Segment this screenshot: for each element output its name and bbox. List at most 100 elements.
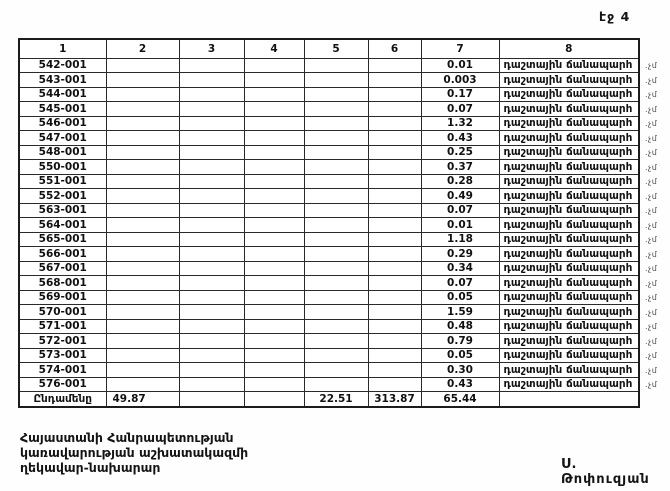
- margin-note: .չմ: [645, 322, 658, 331]
- empty-cell: [243, 144, 305, 160]
- column-header: 5: [303, 38, 369, 59]
- empty-cell: [105, 217, 180, 233]
- margin-note: .չմ: [645, 264, 658, 273]
- empty-cell: [303, 159, 369, 175]
- empty-cell: [105, 362, 180, 378]
- empty-cell: [178, 289, 245, 305]
- parcel-id-cell: 574-001: [18, 362, 107, 378]
- margin-note: .չմ: [645, 61, 658, 70]
- parcel-id-cell: 569-001: [18, 289, 107, 305]
- empty-cell: [105, 231, 180, 247]
- empty-cell: [105, 376, 180, 392]
- land-use-cell: դաշտային ճանապարհ: [498, 130, 640, 146]
- empty-cell: [303, 188, 369, 204]
- column-header: 4: [243, 38, 305, 59]
- empty-cell: [178, 376, 245, 392]
- table-row: 576-001 0.43 դաշտային ճանապարհ: [18, 376, 640, 392]
- empty-cell: [367, 115, 422, 131]
- empty-cell: [243, 362, 305, 378]
- empty-cell: [303, 260, 369, 276]
- empty-cell: [303, 289, 369, 305]
- land-use-cell: դաշտային ճանապարհ: [498, 159, 640, 175]
- margin-note: .չմ: [645, 75, 658, 85]
- empty-cell: [178, 159, 245, 175]
- empty-cell: [303, 72, 369, 88]
- total-value-cell: 49.87: [105, 391, 180, 407]
- parcel-id-cell: 564-001: [18, 217, 107, 233]
- empty-cell: [243, 130, 305, 146]
- parcel-id-cell: 567-001: [18, 260, 107, 276]
- margin-note: .չմ: [645, 148, 658, 157]
- table-row: 572-001 0.79 դաշտային ճանապարհ: [18, 333, 640, 349]
- empty-cell: [243, 304, 305, 320]
- empty-cell: [178, 115, 245, 131]
- empty-cell: [178, 72, 245, 88]
- area-value-cell: 1.59: [420, 304, 500, 320]
- empty-cell: [303, 86, 369, 102]
- empty-cell: [178, 275, 245, 291]
- land-use-cell: դաշտային ճանապարհ: [498, 304, 640, 320]
- empty-cell: [243, 159, 305, 175]
- margin-note: .չմ: [645, 278, 658, 288]
- total-value-cell: [243, 391, 305, 407]
- empty-cell: [367, 130, 422, 146]
- table-row: 567-001 0.34 դաշտային ճանապարհ: [18, 260, 640, 276]
- parcel-id-cell: 544-001: [18, 86, 107, 102]
- empty-cell: [367, 188, 422, 204]
- empty-cell: [243, 275, 305, 291]
- empty-cell: [367, 376, 422, 392]
- margin-note: .չմ: [645, 177, 658, 186]
- empty-cell: [105, 275, 180, 291]
- column-header: 6: [367, 38, 422, 59]
- parcel-id-cell: 570-001: [18, 304, 107, 320]
- empty-cell: [303, 115, 369, 131]
- table-row: 542-001 0.01 դաշտային ճանապարհ: [18, 57, 640, 73]
- empty-cell: [105, 144, 180, 160]
- empty-cell: [367, 260, 422, 276]
- empty-cell: [303, 246, 369, 262]
- empty-cell: [303, 202, 369, 218]
- empty-cell: [303, 304, 369, 320]
- empty-cell: [243, 231, 305, 247]
- land-use-cell: դաշտային ճանապարհ: [498, 318, 640, 334]
- area-value-cell: 0.01: [420, 57, 500, 73]
- empty-cell: [303, 101, 369, 117]
- footer-org-line-2: կառավարության աշխատակազմի: [20, 445, 249, 460]
- area-value-cell: 0.07: [420, 202, 500, 218]
- parcel-id-cell: 568-001: [18, 275, 107, 291]
- land-use-cell: դաշտային ճանապարհ: [498, 173, 640, 189]
- table-row: 573-001 0.05 դաշտային ճանապարհ: [18, 347, 640, 363]
- empty-cell: [178, 86, 245, 102]
- empty-cell: [178, 231, 245, 247]
- empty-cell: [105, 72, 180, 88]
- margin-note: .չմ: [645, 307, 658, 317]
- empty-cell: [105, 333, 180, 349]
- signature-name: Ս. Թոփուզյան: [561, 457, 650, 487]
- area-value-cell: 0.49: [420, 188, 500, 204]
- land-use-cell: դաշտային ճանապարհ: [498, 275, 640, 291]
- area-value-cell: 1.32: [420, 115, 500, 131]
- area-value-cell: 0.17: [420, 86, 500, 102]
- empty-cell: [178, 57, 245, 73]
- parcel-id-cell: 566-001: [18, 246, 107, 262]
- empty-cell: [367, 318, 422, 334]
- margin-note: .չմ: [645, 365, 658, 375]
- table-row: 550-001 0.37 դաշտային ճանապարհ: [18, 159, 640, 175]
- empty-cell: [243, 217, 305, 233]
- margin-note: .չմ: [645, 220, 658, 230]
- total-value-cell: 65.44: [420, 391, 500, 407]
- empty-cell: [178, 173, 245, 189]
- empty-cell: [178, 347, 245, 363]
- footer-org-line-3: ղեկավար-նախարար: [20, 460, 161, 475]
- empty-cell: [367, 362, 422, 378]
- area-value-cell: 0.34: [420, 260, 500, 276]
- table-row: 565-001 1.18 դաշտային ճանապարհ: [18, 231, 640, 247]
- land-use-cell: դաշտային ճանապարհ: [498, 72, 640, 88]
- empty-cell: [178, 217, 245, 233]
- empty-cell: [367, 347, 422, 363]
- empty-cell: [105, 173, 180, 189]
- empty-cell: [178, 260, 245, 276]
- margin-note: .չմ: [645, 249, 658, 259]
- empty-cell: [367, 333, 422, 349]
